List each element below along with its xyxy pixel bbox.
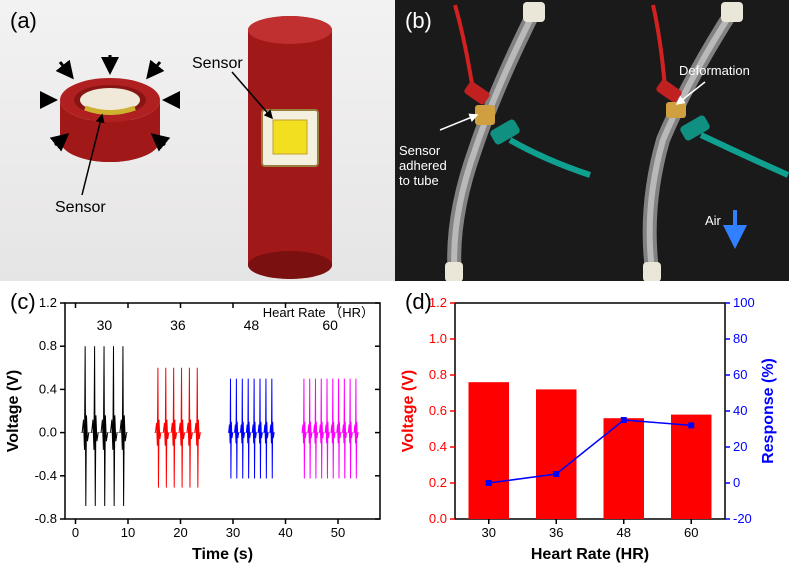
voltage-response-chart: 303648600.00.20.40.60.81.01.2-2002040608… bbox=[395, 281, 789, 566]
air-arrow: Air bbox=[705, 210, 735, 245]
panel-a-illustration: Sensor Sensor bbox=[0, 0, 395, 285]
svg-text:-20: -20 bbox=[733, 511, 752, 526]
svg-text:0.0: 0.0 bbox=[39, 425, 57, 440]
svg-text:30: 30 bbox=[482, 525, 496, 540]
svg-text:36: 36 bbox=[170, 317, 186, 333]
svg-text:50: 50 bbox=[331, 525, 345, 540]
svg-text:30: 30 bbox=[226, 525, 240, 540]
svg-text:1.0: 1.0 bbox=[429, 331, 447, 346]
voltage-time-chart: 0 10 20 30 40 50 -0.8 -0.4 0.0 0.4 0.8 1.2 Time (s) V… bbox=[0, 281, 395, 566]
panel-c: (c) 0 10 20 30 40 50 -0.8 -0.4 0.0 0.4 0.8 1.2 Time … bbox=[0, 281, 395, 571]
svg-text:30: 30 bbox=[97, 317, 113, 333]
svg-text:0.4: 0.4 bbox=[429, 439, 447, 454]
svg-text:Air: Air bbox=[705, 213, 722, 228]
svg-text:40: 40 bbox=[733, 403, 747, 418]
svg-text:1.2: 1.2 bbox=[39, 295, 57, 310]
svg-text:0.2: 0.2 bbox=[429, 475, 447, 490]
svg-text:0.8: 0.8 bbox=[429, 367, 447, 382]
panel-b-photo: Sensor adhered to tube Deformation Air bbox=[395, 0, 789, 285]
svg-text:Response (%): Response (%) bbox=[760, 358, 777, 464]
svg-text:48: 48 bbox=[617, 525, 631, 540]
svg-text:Voltage (V): Voltage (V) bbox=[5, 370, 22, 452]
svg-text:20: 20 bbox=[733, 439, 747, 454]
svg-text:40: 40 bbox=[278, 525, 292, 540]
panel-c-label: (c) bbox=[10, 289, 36, 315]
svg-text:-0.8: -0.8 bbox=[35, 511, 57, 526]
right-assembly bbox=[643, 2, 788, 282]
svg-text:0: 0 bbox=[733, 475, 740, 490]
cylinder-tall bbox=[248, 16, 332, 279]
panel-b: (b) bbox=[395, 0, 789, 281]
svg-text:Heart Rate (HR): Heart Rate (HR) bbox=[531, 546, 649, 563]
svg-text:80: 80 bbox=[733, 331, 747, 346]
svg-text:60: 60 bbox=[322, 317, 338, 333]
left-assembly bbox=[445, 2, 590, 282]
svg-text:0: 0 bbox=[72, 525, 79, 540]
panel-a-label: (a) bbox=[10, 8, 37, 34]
cylinder-ring bbox=[60, 78, 160, 162]
svg-text:0.0: 0.0 bbox=[429, 511, 447, 526]
svg-text:48: 48 bbox=[244, 317, 260, 333]
sensor-label-right: Sensor bbox=[192, 55, 243, 72]
panel-d: (d) 303648600.00.20.40.60.81.01.2-200204… bbox=[395, 281, 789, 571]
svg-text:Heart Rate （HR）: Heart Rate （HR） bbox=[263, 305, 374, 320]
svg-text:0.4: 0.4 bbox=[39, 381, 57, 396]
panel-a: (a) bbox=[0, 0, 395, 281]
svg-text:36: 36 bbox=[549, 525, 563, 540]
svg-text:Deformation: Deformation bbox=[679, 63, 750, 78]
panel-b-label: (b) bbox=[405, 8, 432, 34]
svg-text:Sensor: Sensor bbox=[399, 143, 441, 158]
svg-text:20: 20 bbox=[173, 525, 187, 540]
sensor-label-left: Sensor bbox=[55, 199, 106, 216]
svg-text:100: 100 bbox=[733, 295, 755, 310]
svg-text:0.6: 0.6 bbox=[429, 403, 447, 418]
svg-text:Time (s): Time (s) bbox=[192, 546, 253, 563]
svg-text:10: 10 bbox=[121, 525, 135, 540]
svg-text:60: 60 bbox=[684, 525, 698, 540]
svg-text:60: 60 bbox=[733, 367, 747, 382]
svg-text:-0.4: -0.4 bbox=[35, 468, 57, 483]
panel-d-label: (d) bbox=[405, 289, 432, 315]
svg-text:Voltage (V): Voltage (V) bbox=[400, 370, 417, 452]
svg-text:adhered: adhered bbox=[399, 158, 447, 173]
svg-text:to tube: to tube bbox=[399, 173, 439, 188]
svg-text:0.8: 0.8 bbox=[39, 338, 57, 353]
